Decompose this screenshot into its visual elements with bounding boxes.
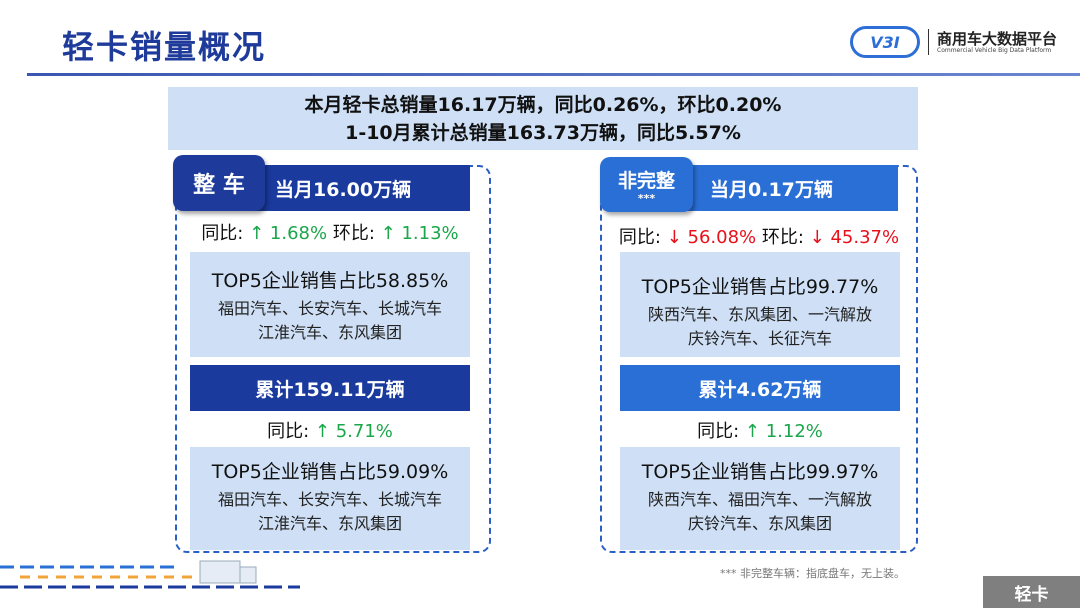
- footnote-mark: ***: [637, 191, 656, 205]
- incomplete-top5-cumulative: TOP5企业销售占比99.97% 陕西汽车、福田汽车、一汽解放 庆铃汽车、东风集…: [620, 447, 900, 550]
- incomplete-tab-label: 非完整: [617, 169, 675, 192]
- cum-yoy-value: ↑ 5.71%: [314, 421, 393, 442]
- complete-cum-change-row: 同比: ↑ 5.71%: [190, 417, 470, 443]
- logo-name: 商用车大数据平台: [937, 29, 1058, 48]
- incomplete-change-row: 同比: ↓ 56.08% 环比: ↓ 45.37%: [604, 223, 914, 249]
- logo-subtitle: Commercial Vehicle Big Data Platform: [937, 46, 1052, 54]
- top5-line-1: 福田汽车、长安汽车、长城汽车: [217, 299, 442, 318]
- section-badge: 轻卡: [983, 576, 1080, 608]
- page-title: 轻卡销量概况: [62, 28, 267, 66]
- top5-title: TOP5企业销售占比58.85%: [211, 270, 449, 292]
- top5-line-1: 福田汽车、长安汽车、长城汽车: [217, 490, 442, 509]
- mom-value: ↓ 45.37%: [809, 227, 900, 248]
- summary-box: 本月轻卡总销量16.17万辆，同比0.26%，环比0.20% 1-10月累计总销…: [168, 87, 918, 150]
- platform-logo: V3I 商用车大数据平台 Commercial Vehicle Big Data…: [850, 26, 1057, 58]
- incomplete-top5-month: TOP5企业销售占比99.77% 陕西汽车、东风集团、一汽解放 庆铃汽车、长征汽…: [620, 252, 900, 357]
- yoy-value: ↑ 1.68%: [249, 223, 328, 244]
- mom-value: ↑ 1.13%: [380, 223, 459, 244]
- truck-decoration-icon: [0, 560, 300, 589]
- yoy-label: 同比:: [201, 223, 244, 244]
- mom-label: 环比:: [332, 223, 375, 244]
- complete-change-row: 同比: ↑ 1.68% 环比: ↑ 1.13%: [190, 219, 470, 245]
- top5-title: TOP5企业销售占比59.09%: [211, 461, 449, 483]
- complete-cumulative-bar: 累计159.11万辆: [190, 365, 470, 411]
- title-divider: [27, 73, 1080, 76]
- top5-line-2: 江淮汽车、东风集团: [257, 514, 402, 533]
- footnote: *** 非完整车辆：指底盘车，无上装。: [720, 567, 905, 580]
- complete-month: 当月16.00万辆: [275, 178, 412, 201]
- cum-yoy-label: 同比:: [697, 421, 740, 442]
- incomplete-tab: 非完整 ***: [600, 157, 693, 212]
- summary-line-2: 1-10月累计总销量163.73万辆，同比5.57%: [345, 122, 741, 144]
- top5-line-1: 陕西汽车、福田汽车、一汽解放: [647, 490, 872, 509]
- top5-title: TOP5企业销售占比99.77%: [641, 276, 879, 298]
- cum-yoy-label: 同比:: [267, 421, 310, 442]
- top5-line-2: 庆铃汽车、长征汽车: [687, 329, 832, 348]
- complete-tab-label: 整 车: [193, 173, 245, 198]
- complete-top5-month: TOP5企业销售占比58.85% 福田汽车、长安汽车、长城汽车 江淮汽车、东风集…: [190, 252, 470, 357]
- mom-label: 环比:: [761, 227, 804, 248]
- complete-tab: 整 车: [173, 155, 265, 211]
- cum-yoy-value: ↑ 1.12%: [744, 421, 823, 442]
- top5-line-1: 陕西汽车、东风集团、一汽解放: [647, 305, 872, 324]
- logo-mark-icon: V3I: [850, 26, 920, 58]
- incomplete-month: 当月0.17万辆: [710, 178, 833, 201]
- incomplete-cumulative-bar: 累计4.62万辆: [620, 365, 900, 411]
- yoy-label: 同比:: [618, 227, 661, 248]
- top5-line-2: 江淮汽车、东风集团: [257, 323, 402, 342]
- top5-title: TOP5企业销售占比99.97%: [641, 461, 879, 483]
- top5-line-2: 庆铃汽车、东风集团: [687, 514, 832, 533]
- complete-top5-cumulative: TOP5企业销售占比59.09% 福田汽车、长安汽车、长城汽车 江淮汽车、东风集…: [190, 447, 470, 550]
- summary-line-1: 本月轻卡总销量16.17万辆，同比0.26%，环比0.20%: [304, 94, 782, 116]
- logo-separator: [928, 29, 929, 55]
- incomplete-cum-change-row: 同比: ↑ 1.12%: [620, 417, 900, 443]
- yoy-value: ↓ 56.08%: [666, 227, 757, 248]
